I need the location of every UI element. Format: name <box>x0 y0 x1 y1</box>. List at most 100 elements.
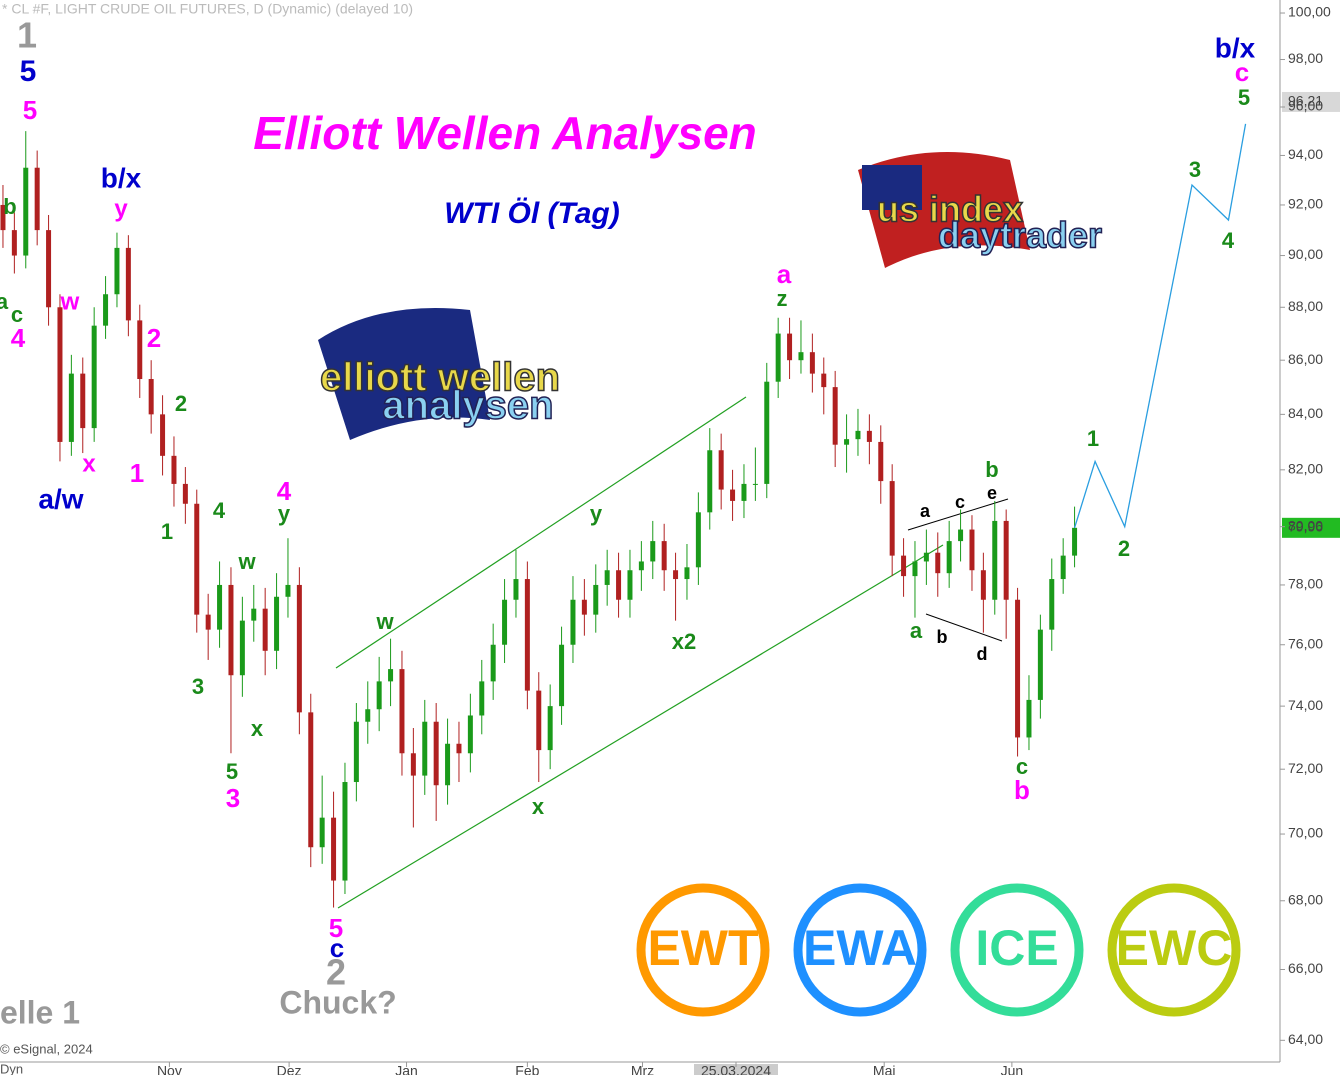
candle-body <box>855 430 861 440</box>
badge-ring <box>636 883 770 1017</box>
candle-body <box>422 721 428 776</box>
candle-body <box>1015 599 1021 738</box>
candle-body <box>570 599 576 645</box>
candle-body <box>331 817 337 881</box>
x-tick-label: Mrz <box>631 1063 654 1075</box>
wave-label: a <box>910 618 923 643</box>
x-tick-label: Dez <box>277 1063 302 1075</box>
candle-body <box>502 599 508 645</box>
wave-label: x <box>532 794 545 819</box>
wave-label: 1 <box>1087 426 1099 451</box>
candle-body <box>239 620 245 676</box>
wave-label: 5 <box>226 759 238 784</box>
badge-ring <box>793 883 927 1017</box>
badge-ring <box>950 883 1084 1017</box>
wave-label: a <box>920 501 931 521</box>
candle-body <box>171 455 177 484</box>
candle-body <box>650 541 656 562</box>
candle-body <box>251 608 257 621</box>
logo-text: us index <box>877 189 1023 230</box>
candle-body <box>684 567 690 580</box>
candle-body <box>673 570 679 580</box>
logo-ewa: elliott wellen analysen <box>318 308 561 440</box>
y-tick-label: 78,00 <box>1288 576 1323 592</box>
wave-label: b <box>985 457 998 482</box>
candle-body <box>46 230 52 308</box>
candle-body <box>217 584 223 630</box>
candle-body <box>901 555 907 577</box>
y-tick-label: 96,00 <box>1288 98 1323 114</box>
wave-label: 4 <box>277 476 292 506</box>
wave-label: z <box>777 286 788 311</box>
candle-body <box>80 373 86 429</box>
candle-body <box>228 584 234 676</box>
wave-label: b/x <box>1215 32 1256 63</box>
candle-body <box>296 584 302 713</box>
candle-body <box>866 430 872 442</box>
x-tick-label: Jan <box>395 1063 418 1075</box>
y-tick-label: 94,00 <box>1288 146 1323 162</box>
y-tick-label: 88,00 <box>1288 298 1323 314</box>
logo-text: analysen <box>382 384 553 428</box>
wave-label: b <box>937 627 948 647</box>
wave-label: Chuck? <box>279 984 396 1020</box>
wave-label: w <box>60 288 80 315</box>
candle-body <box>445 743 451 786</box>
candle-body <box>958 529 964 542</box>
logo-text: elliott wellen <box>320 356 560 400</box>
wave-label: c <box>11 302 23 327</box>
candle-body <box>695 512 701 568</box>
candle-body <box>467 715 473 754</box>
wave-label: 4 <box>11 323 26 353</box>
wave-label: 5 <box>1238 85 1250 110</box>
candle-body <box>182 483 188 504</box>
candle-body <box>285 584 291 597</box>
x-tick-label: 25.03.2024 <box>701 1063 771 1075</box>
wave-label: 3 <box>226 783 240 813</box>
candle-body <box>741 483 747 501</box>
wave-label: a <box>0 289 9 314</box>
y-tick-label: 64,00 <box>1288 1031 1323 1047</box>
wave-label: w <box>375 609 394 634</box>
logo-usidt: us index daytrader <box>858 152 1103 268</box>
candle-body <box>1003 520 1009 600</box>
candle-body <box>661 541 667 571</box>
y-tick-label: 74,00 <box>1288 697 1323 713</box>
candle-body <box>68 373 74 442</box>
candle-body <box>319 817 325 848</box>
candle-body <box>559 644 565 707</box>
y-tick-label: 76,00 <box>1288 635 1323 651</box>
wave-label: 4 <box>213 498 226 523</box>
price-marker <box>1282 517 1340 538</box>
badge-text: EWA <box>803 920 917 976</box>
wave-label: x <box>251 716 264 741</box>
candle-body <box>787 333 793 361</box>
y-tick-label: 90,00 <box>1288 246 1323 262</box>
candle-body <box>399 669 405 754</box>
channel-line <box>337 544 944 909</box>
wave-label: 1 <box>17 15 37 56</box>
wave-label: y <box>590 501 603 526</box>
wave-label: w <box>237 549 256 574</box>
wave-label: b/x <box>101 162 142 193</box>
corner-label: Dyn <box>0 1061 23 1075</box>
triangle-line <box>907 498 1009 531</box>
candle-body <box>1072 527 1078 556</box>
chart-subtitle: WTI Öl (Tag) <box>444 197 620 230</box>
candle-body <box>889 481 895 556</box>
price-marker <box>1282 91 1340 112</box>
wave-label: 4 <box>1222 228 1235 253</box>
candle-body <box>57 307 63 442</box>
candle-body <box>137 320 143 380</box>
badge-ring <box>1107 883 1241 1017</box>
candle-body <box>604 570 610 585</box>
wave-label: y <box>114 195 128 222</box>
candle-body <box>718 450 724 490</box>
candle-body <box>980 570 986 600</box>
wave-label: a/w <box>38 483 83 514</box>
candle-body <box>627 570 633 600</box>
wave-label: c <box>955 492 965 512</box>
candle-body <box>114 247 120 295</box>
wave-label: x2 <box>672 629 696 654</box>
